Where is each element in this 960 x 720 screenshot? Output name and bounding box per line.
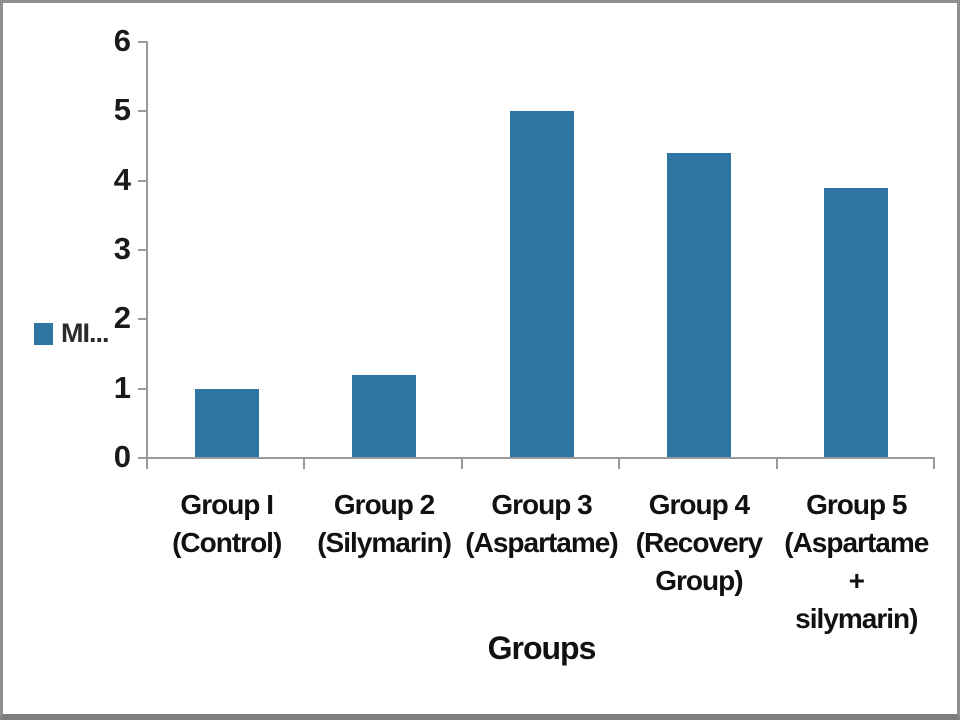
x-axis-line xyxy=(146,457,935,459)
bar-3 xyxy=(509,111,574,458)
y-axis-tick-label: 5 xyxy=(113,92,131,128)
bar-2 xyxy=(352,374,417,458)
y-axis-tick xyxy=(138,249,148,251)
x-axis-title: Groups xyxy=(487,630,597,666)
y-axis-tick xyxy=(138,110,148,113)
bar-5 xyxy=(824,187,889,458)
x-axis-category-label-line: (Silymarin) xyxy=(317,527,452,558)
legend-swatch xyxy=(34,322,53,345)
x-axis-category-label-line: (Aspartame) xyxy=(465,527,618,558)
y-axis-tick-label: 2 xyxy=(113,300,131,336)
x-axis-category-label-line: (Control) xyxy=(172,527,282,558)
x-axis-tick xyxy=(775,458,778,469)
y-axis-tick-label: 1 xyxy=(113,369,131,405)
x-axis-category-label-line: (Recovery xyxy=(635,527,763,558)
y-axis-tick xyxy=(138,457,148,459)
bar-1 xyxy=(194,388,259,458)
x-axis-category-label-line: Group I xyxy=(180,489,274,520)
y-axis-tick-label: 4 xyxy=(113,161,131,197)
legend: MI... xyxy=(34,318,109,349)
y-axis-tick xyxy=(138,41,148,43)
x-axis-category-label-line: Group 5 xyxy=(806,489,907,520)
y-axis-tick xyxy=(138,387,148,390)
x-axis-category-label-line: Group 4 xyxy=(648,489,750,520)
bar-4 xyxy=(666,152,731,458)
x-axis-tick xyxy=(303,458,306,469)
x-axis-category-label-line: Group 3 xyxy=(491,489,592,520)
x-axis-category-label-line: (Aspartame + xyxy=(784,527,929,596)
y-axis-tick-label: 0 xyxy=(113,439,131,474)
y-axis-tick xyxy=(138,179,148,182)
x-axis-category-label: Group 2 (Silymarin) xyxy=(305,486,462,562)
y-axis-line xyxy=(146,42,148,459)
y-axis-tick-label: 6 xyxy=(113,23,131,58)
y-axis-tick-label: 3 xyxy=(113,231,131,266)
x-axis-category-label: Group 3 (Aspartame) xyxy=(463,486,620,562)
x-axis-category-label-line: Group 2 xyxy=(333,489,435,520)
x-axis-category-label: Group 5 (Aspartame + silymarin) xyxy=(778,486,935,638)
x-axis-tick xyxy=(460,458,463,469)
x-axis-category-label: Group I (Control) xyxy=(148,486,305,562)
x-axis-category-label: Group 4 (Recovery Group) xyxy=(620,486,777,600)
x-axis-tick xyxy=(618,458,621,469)
x-axis-category-label-line: Group) xyxy=(655,565,743,596)
legend-label: MI... xyxy=(61,318,109,348)
x-axis-category-label-line: silymarin) xyxy=(795,603,918,634)
y-axis-tick xyxy=(138,318,148,321)
x-axis-tick xyxy=(933,458,935,469)
x-axis-tick xyxy=(146,458,148,469)
